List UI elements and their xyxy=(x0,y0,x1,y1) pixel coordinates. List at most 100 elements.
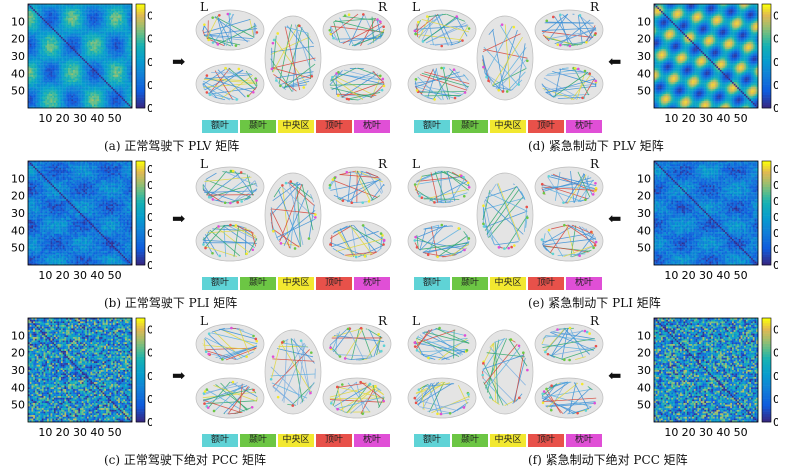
hemisphere-left-label: L xyxy=(412,157,420,171)
hemisphere-left-label: L xyxy=(412,314,420,328)
hemisphere-right-label: R xyxy=(590,0,599,14)
x-tick-label: 50 xyxy=(734,112,748,125)
brain-view xyxy=(195,323,265,365)
colorbar-tick-label: 0.4 xyxy=(147,370,152,383)
region-legend-item: 枕叶 xyxy=(354,120,390,133)
colorbar-tick-label: 0.8 xyxy=(773,10,778,23)
colorbar xyxy=(761,3,772,109)
colorbar-tick-label: 0 xyxy=(147,102,152,115)
region-legend: 额叶 颞叶 中央区 顶叶 枕叶 xyxy=(202,434,392,447)
hemisphere-right-label: R xyxy=(590,314,599,328)
x-tick-label: 30 xyxy=(73,426,87,439)
colorbar-tick-label: 0.4 xyxy=(773,56,778,69)
y-tick-label: 20 xyxy=(11,347,25,360)
brain-view xyxy=(534,9,604,51)
region-legend-item: 颞叶 xyxy=(452,277,488,290)
colorbar-tick-label: 0 xyxy=(773,102,778,115)
x-tick-label: 20 xyxy=(682,269,696,282)
x-tick-label: 20 xyxy=(682,426,696,439)
y-tick-label: 20 xyxy=(637,190,651,203)
region-legend-item: 顶叶 xyxy=(316,277,352,290)
brain-view xyxy=(195,63,265,105)
brain-view xyxy=(195,166,265,208)
y-tick-label: 30 xyxy=(11,364,25,377)
region-legend-item: 中央区 xyxy=(278,434,314,447)
region-legend-item: 中央区 xyxy=(490,277,526,290)
brain-network-views xyxy=(407,166,604,262)
y-tick-label: 10 xyxy=(637,15,651,28)
region-legend: 额叶 颞叶 中央区 顶叶 枕叶 xyxy=(414,434,604,447)
brain-view xyxy=(322,220,392,262)
colorbar-tick-label: 0.8 xyxy=(147,324,152,337)
y-tick-label: 40 xyxy=(637,381,651,394)
y-tick-label: 30 xyxy=(637,364,651,377)
brain-view xyxy=(476,329,534,415)
region-legend-item: 中央区 xyxy=(490,120,526,133)
colorbar-tick-label: 0.2 xyxy=(147,227,152,240)
x-tick-label: 10 xyxy=(664,112,678,125)
panel-f: 102030405010203040500.80.60.40.20⬅LR额叶颞叶… xyxy=(400,314,800,471)
brain-view xyxy=(407,63,477,105)
panel-b: 102030405010203040500.60.50.40.30.20.10➡… xyxy=(0,157,400,314)
y-tick-label: 40 xyxy=(637,224,651,237)
region-legend: 额叶 颞叶 中央区 顶叶 枕叶 xyxy=(202,120,392,133)
arrow-right-icon: ➡ xyxy=(172,54,185,70)
hemisphere-left-label: L xyxy=(412,0,420,14)
x-tick-label: 40 xyxy=(90,426,104,439)
colorbar xyxy=(135,3,146,109)
arrow-left-icon: ⬅ xyxy=(608,368,621,384)
colorbar-tick-label: 0.6 xyxy=(147,33,152,46)
arrow-right-icon: ➡ xyxy=(172,368,185,384)
x-tick-label: 50 xyxy=(108,269,122,282)
panel-caption: (e) 紧急制动下 PLI 矩阵 xyxy=(528,294,661,311)
colorbar-tick-label: 0 xyxy=(773,259,778,272)
region-legend: 额叶 颞叶 中央区 顶叶 枕叶 xyxy=(202,277,392,290)
region-legend-item: 顶叶 xyxy=(316,434,352,447)
brain-view xyxy=(195,377,265,419)
y-tick-label: 10 xyxy=(11,172,25,185)
y-tick-label: 50 xyxy=(637,85,651,98)
y-tick-label: 40 xyxy=(11,224,25,237)
y-tick-label: 30 xyxy=(11,50,25,63)
brain-network-views xyxy=(407,9,604,105)
colorbar-tick-label: 0.2 xyxy=(147,79,152,92)
colorbar-tick-label: 0.5 xyxy=(147,179,152,192)
colorbar-tick-label: 0.2 xyxy=(773,79,778,92)
brain-network-views xyxy=(195,166,392,262)
x-tick-label: 40 xyxy=(716,426,730,439)
region-legend: 额叶 颞叶 中央区 顶叶 枕叶 xyxy=(414,277,604,290)
colorbar xyxy=(761,160,772,266)
y-tick-label: 40 xyxy=(637,67,651,80)
region-legend-item: 枕叶 xyxy=(566,120,602,133)
x-tick-label: 30 xyxy=(73,112,87,125)
y-tick-label: 10 xyxy=(637,329,651,342)
colorbar-tick-label: 0.2 xyxy=(147,393,152,406)
colorbar xyxy=(135,160,146,266)
colorbar-tick-label: 0.8 xyxy=(773,324,778,337)
colorbar xyxy=(761,317,772,423)
arrow-right-icon: ➡ xyxy=(172,211,185,227)
region-legend-item: 顶叶 xyxy=(528,120,564,133)
colorbar-tick-label: 0.4 xyxy=(773,195,778,208)
x-tick-label: 10 xyxy=(38,269,52,282)
x-tick-label: 50 xyxy=(734,426,748,439)
region-legend-item: 顶叶 xyxy=(528,434,564,447)
region-legend-item: 枕叶 xyxy=(566,277,602,290)
region-legend-item: 颞叶 xyxy=(452,120,488,133)
hemisphere-left-label: L xyxy=(200,0,208,14)
panel-c: 102030405010203040500.80.60.40.20➡LR额叶颞叶… xyxy=(0,314,400,471)
y-tick-label: 20 xyxy=(11,33,25,46)
y-tick-label: 30 xyxy=(11,207,25,220)
colorbar-tick-label: 0.6 xyxy=(147,163,152,176)
panel-caption: (a) 正常驾驶下 PLV 矩阵 xyxy=(104,137,239,154)
panel-e: 102030405010203040500.60.50.40.30.20.10⬅… xyxy=(400,157,800,314)
x-tick-label: 50 xyxy=(108,426,122,439)
y-tick-label: 50 xyxy=(637,399,651,412)
region-legend-item: 中央区 xyxy=(278,120,314,133)
brain-view xyxy=(476,172,534,258)
brain-network-views xyxy=(407,323,604,419)
